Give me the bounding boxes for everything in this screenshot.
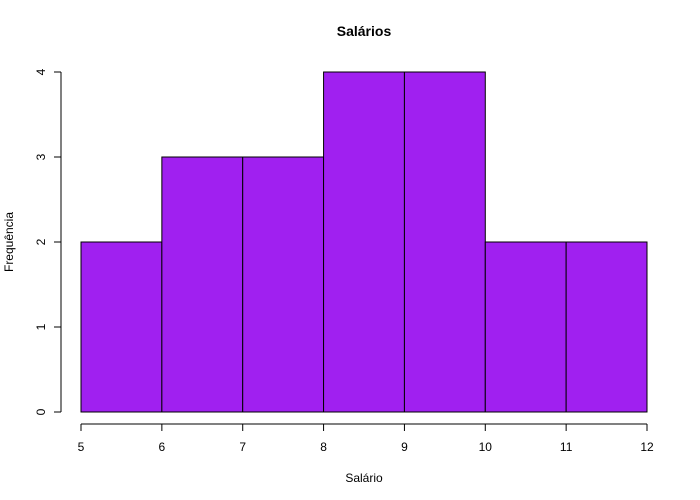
x-tick-label: 6 [159, 440, 166, 454]
y-tick-label: 1 [34, 323, 48, 330]
y-tick-label: 2 [34, 238, 48, 245]
histogram-bar-6 [565, 241, 648, 413]
y-axis: 0 1 2 3 4 [34, 68, 62, 415]
histogram-bar-1 [161, 156, 244, 413]
chart-title: Salários [337, 23, 392, 39]
histogram-bar-5 [484, 241, 567, 413]
x-tick-label: 12 [640, 440, 654, 454]
x-tick-label: 9 [401, 440, 408, 454]
x-tick-label: 8 [320, 440, 327, 454]
y-tick-label: 4 [34, 68, 48, 75]
histogram-bar-0 [80, 241, 163, 413]
histogram-bar-4 [403, 71, 486, 413]
bars-group [80, 71, 648, 413]
x-axis: 5 6 7 8 9 10 11 12 [78, 423, 654, 454]
x-tick-label: 7 [239, 440, 246, 454]
x-tick-label: 10 [479, 440, 493, 454]
histogram-bar-2 [242, 156, 325, 413]
y-tick-label: 3 [34, 153, 48, 160]
histogram-bar-3 [323, 71, 405, 413]
x-tick-label: 5 [78, 440, 85, 454]
x-axis-label: Salário [345, 471, 383, 485]
y-tick-label: 0 [34, 408, 48, 415]
x-tick-label: 11 [560, 440, 573, 454]
y-axis-label: Frequência [2, 212, 16, 272]
